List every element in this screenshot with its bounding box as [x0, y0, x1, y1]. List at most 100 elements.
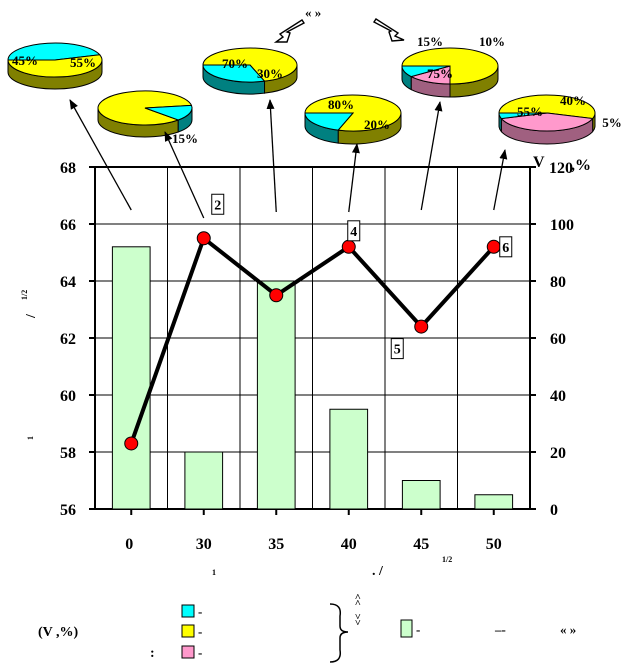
legend-line-dash: –-	[494, 622, 506, 637]
pie-0: 45% 55%	[7, 42, 103, 90]
left-axis-label-slash: /	[24, 313, 39, 319]
pie-0-label-0: 45%	[12, 53, 38, 68]
point-label-5: 5	[394, 343, 401, 358]
right-tick-120: 120	[549, 160, 573, 177]
legend-title: (V ,%)	[38, 625, 79, 640]
left-tick-64: 64	[60, 274, 76, 291]
point-45	[414, 319, 429, 334]
legend-brace	[329, 603, 349, 663]
right-tick-80: 80	[550, 274, 566, 291]
legend-bar-dash: -	[416, 622, 420, 637]
left-tick-60: 60	[60, 388, 76, 405]
pointer-arrow-0	[69, 99, 132, 211]
x-tick-30: 30	[196, 536, 212, 553]
pie-0-slice-1	[7, 54, 103, 78]
pie-45-slice-2	[401, 65, 451, 78]
pie-50-slice-2	[498, 112, 548, 120]
point-label-2: 2	[214, 198, 221, 213]
pie-45-label-0: 75%	[427, 66, 453, 81]
bar-35	[256, 280, 296, 510]
pointer-arrow-45	[420, 101, 443, 211]
left-tick-62: 62	[60, 331, 76, 348]
right-axis-prefix: V	[533, 154, 545, 171]
point-label-box-2	[211, 193, 225, 215]
x-axis-label-main: . /	[372, 564, 384, 579]
legend-arrows-up: ˄	[355, 592, 361, 603]
point-label-box-4	[347, 220, 361, 242]
bar-series	[111, 246, 514, 510]
pointer-arrow-35	[266, 99, 277, 213]
point-30	[196, 231, 211, 246]
left-axis-ticks: 56 58 60 62 64 66 68	[60, 160, 95, 519]
legend-yellow-dash: -	[198, 624, 202, 639]
right-tick-40: 40	[550, 388, 566, 405]
legend-cyan-swatch	[181, 604, 195, 618]
pie-45-label-1: 15%	[417, 34, 443, 49]
pointer-arrow-30	[164, 131, 205, 219]
left-tick-58: 58	[60, 445, 76, 462]
pie-30-label-1: 15%	[172, 131, 198, 146]
legend-arrows-down: ˅	[355, 612, 361, 623]
pie-35-label-0: 70%	[222, 56, 248, 71]
right-tick-100: 100	[550, 217, 574, 234]
pie-45-label-2: 10%	[479, 34, 505, 49]
pie-0-label-1: 55%	[70, 55, 96, 70]
right-axis-unit: ,%	[571, 157, 591, 174]
x-tick-45: 45	[413, 536, 429, 553]
left-tick-56: 56	[60, 502, 76, 519]
right-axis-ticks: 0 20 40 60 80 100 120	[530, 160, 574, 519]
point-label-box-6	[499, 236, 513, 258]
bar-40	[329, 408, 369, 510]
x-axis-label-sub: 1	[212, 568, 216, 577]
point-0	[124, 436, 139, 451]
bar-45	[401, 480, 441, 510]
pie-40-label-1: 20%	[364, 117, 390, 132]
right-tick-0: 0	[550, 502, 558, 519]
legend-cyan-dash: -	[198, 604, 202, 619]
pie-40: 80% 20%	[304, 94, 402, 145]
top-quote: « »	[305, 5, 321, 20]
right-tick-60: 60	[550, 331, 566, 348]
pie-40-label-0: 80%	[328, 97, 354, 112]
legend-arrows-up-2: ˄	[355, 598, 361, 609]
pie-pointer-arrows	[69, 99, 508, 219]
point-40	[341, 239, 356, 254]
pie-35-label-1: 30%	[257, 66, 283, 81]
pointer-arrow-40	[348, 143, 360, 213]
point-35	[269, 288, 284, 303]
pie-30-slice-1	[144, 104, 193, 121]
top-hollow-arrows	[273, 18, 405, 43]
pie-45-slice-0	[401, 47, 499, 85]
point-labels: 2 4 5 6	[211, 193, 513, 360]
pie-50-slice-1	[500, 112, 594, 132]
pie-30: 15%	[97, 90, 198, 146]
pie-45: 75% 15% 10%	[401, 34, 505, 98]
x-tick-0: 0	[125, 536, 133, 553]
point-label-6: 6	[502, 241, 509, 256]
bar-50	[474, 494, 514, 510]
point-label-box-5	[390, 338, 404, 360]
right-tick-20: 20	[550, 445, 566, 462]
left-tick-68: 68	[60, 160, 76, 177]
hollow-arrow-left	[273, 19, 306, 43]
left-tick-66: 66	[60, 217, 76, 234]
x-tick-50: 50	[486, 536, 502, 553]
x-axis-ticks: 0 30 35 40 45 50	[125, 509, 502, 553]
pointer-arrow-50	[493, 149, 508, 211]
x-tick-35: 35	[268, 536, 284, 553]
x-tick-40: 40	[341, 536, 357, 553]
pie-50-label-1: 40%	[560, 93, 586, 108]
left-axis-label-sup: 1/2	[20, 290, 29, 300]
legend-bar-swatch	[400, 619, 413, 638]
line-path	[129, 234, 496, 445]
pie-0-slice-0	[7, 42, 101, 61]
pie-50-label-0: 55%	[517, 104, 543, 119]
x-axis-label-sup: 1/2	[442, 555, 452, 564]
legend-quote: « »	[560, 622, 576, 637]
point-label-4: 4	[350, 225, 357, 240]
hollow-arrow-right	[372, 18, 405, 42]
left-axis-label-sub: 1	[26, 436, 35, 440]
legend-pink-swatch	[181, 645, 195, 659]
pie-50-label-2: 5%	[602, 115, 622, 130]
